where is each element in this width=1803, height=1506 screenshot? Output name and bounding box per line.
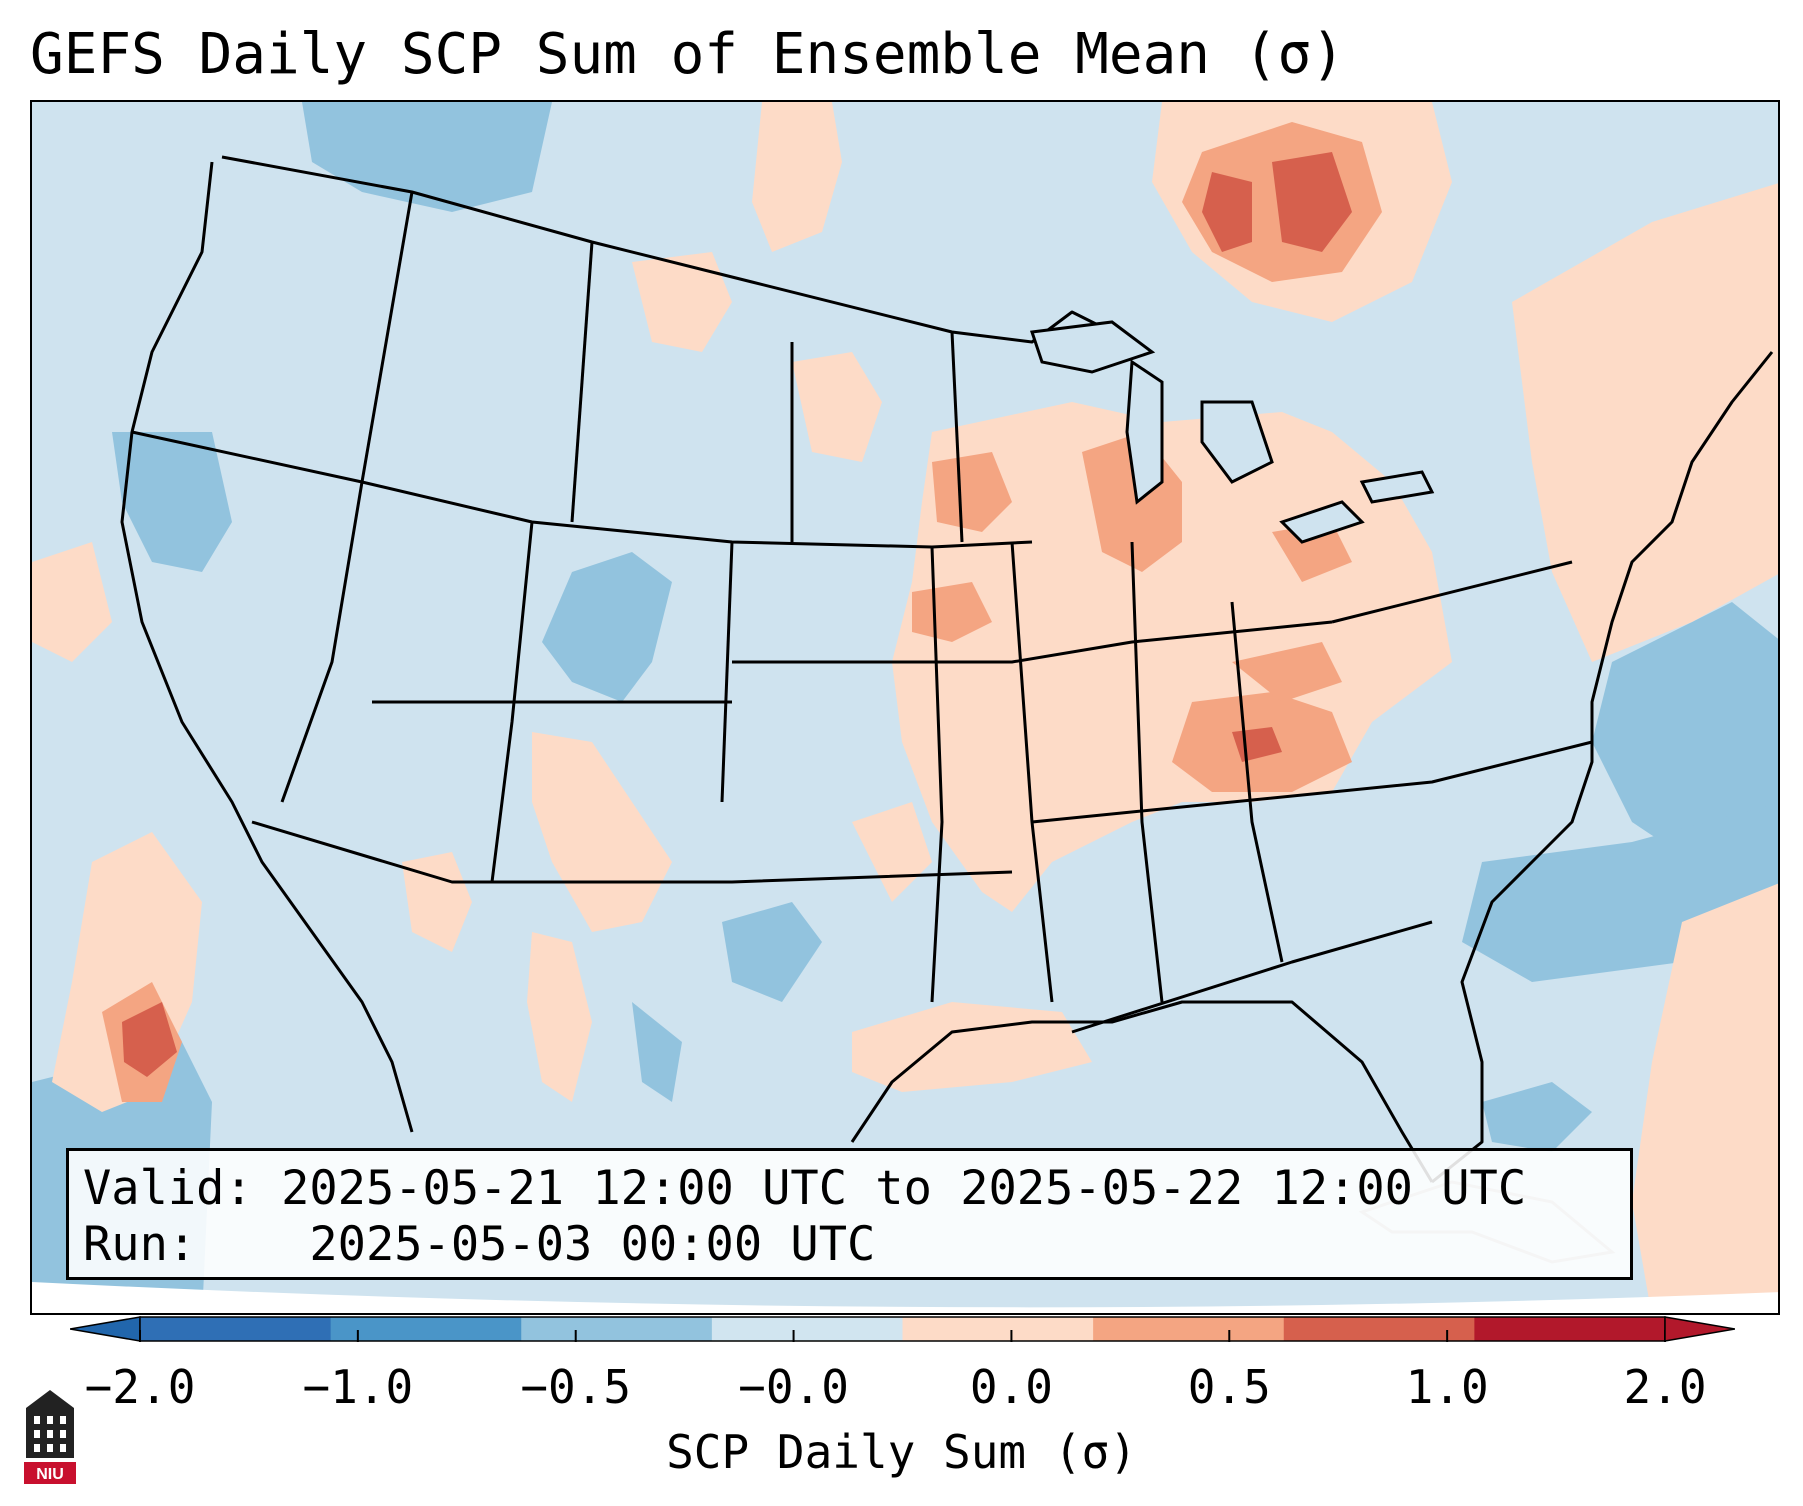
colorbar-segment: [902, 1317, 1094, 1341]
run-label: Run:: [83, 1217, 197, 1272]
run-value: 2025-05-03 00:00 UTC: [309, 1217, 876, 1272]
map-panel: [30, 100, 1780, 1315]
max-positive-anomaly-regions: [122, 152, 1352, 1077]
colorbar-segment: [1474, 1317, 1666, 1341]
colorbar-extend-high: [1664, 1316, 1735, 1342]
valid-value: 2025-05-21 12:00 UTC to 2025-05-22 12:00…: [281, 1161, 1527, 1216]
colorbar-tick-label: −1.0: [302, 1360, 414, 1414]
svg-text:NIU: NIU: [36, 1466, 64, 1483]
colorbar-segment: [521, 1317, 713, 1341]
colorbar-tick-label: 0.0: [969, 1360, 1053, 1414]
map-title: GEFS Daily SCP Sum of Ensemble Mean (σ): [30, 22, 1345, 87]
domain-edge: [32, 1282, 1778, 1313]
colorbar-label: SCP Daily Sum (σ): [666, 1425, 1137, 1479]
colorbar-segments: [139, 1316, 1666, 1342]
colorbar-extend-low: [70, 1316, 141, 1342]
great-lakes: [1029, 320, 1435, 544]
colorbar-segment: [330, 1317, 522, 1341]
colorbar-segment: [140, 1317, 332, 1341]
colorbar-tick-label: 1.0: [1405, 1360, 1489, 1414]
colorbar-tick-label: 0.5: [1187, 1360, 1271, 1414]
anomaly-map: [32, 102, 1778, 1313]
colorbar: [70, 1316, 1735, 1342]
colorbar-segment: [1283, 1317, 1475, 1341]
colorbar-tick-label: −0.0: [738, 1360, 849, 1414]
niu-logo: NIU: [24, 1390, 76, 1484]
colorbar-tick-label: −0.5: [520, 1360, 632, 1414]
colorbar-segment: [711, 1317, 903, 1341]
valid-label: Valid:: [83, 1161, 253, 1216]
colorbar-segment: [1093, 1317, 1285, 1341]
validity-info-box: Valid: 2025-05-21 12:00 UTC to 2025-05-2…: [66, 1148, 1633, 1280]
state-boundaries: [120, 155, 1774, 1184]
colorbar-tick-label: −2.0: [84, 1360, 196, 1414]
colorbar-tick-label: 2.0: [1623, 1360, 1707, 1414]
